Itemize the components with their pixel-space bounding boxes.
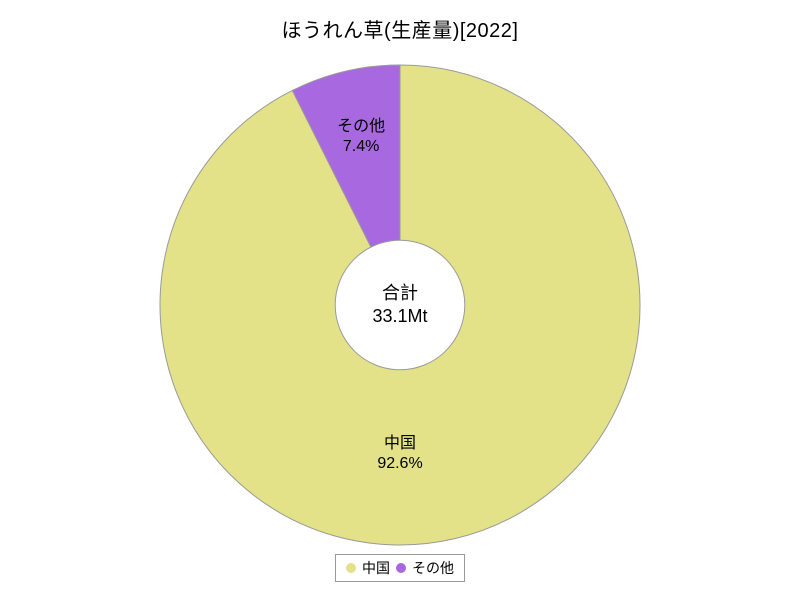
legend-label: 中国: [362, 558, 390, 578]
legend-swatch: [346, 563, 356, 573]
legend: 中国 その他: [335, 554, 465, 582]
donut-hole: [335, 240, 465, 370]
donut-chart: 合計 33.1Mt 中国92.6%その他7.4%: [150, 55, 650, 555]
legend-swatch: [396, 563, 406, 573]
legend-label: その他: [412, 558, 454, 578]
chart-title: ほうれん草(生産量)[2022]: [0, 14, 800, 43]
chart-container: { "chart": { "type": "pie", "title": "ほう…: [0, 0, 800, 600]
donut-svg: [150, 55, 650, 555]
